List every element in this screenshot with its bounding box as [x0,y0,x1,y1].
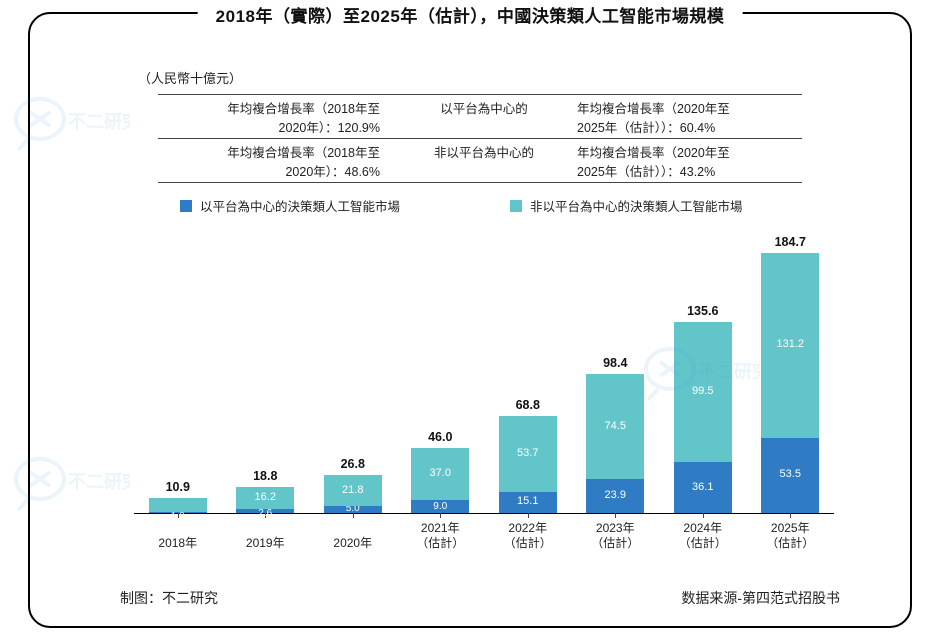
bar-group: 53.5131.2184.7 [761,253,819,513]
bar-value-label: 74.5 [586,420,644,432]
x-tick [703,513,704,518]
legend-item-nonplatform: 非以平台為中心的決策類人工智能市場 [510,196,743,215]
bar-segment-nonplatform: 37.0 [411,448,469,500]
svg-text:不二研究: 不二研究 [68,111,130,132]
bar-value-label: 99.5 [674,385,732,397]
bar-segment-nonplatform: 99.5 [674,322,732,462]
cagr-text: 2020年）：48.6% [160,163,380,182]
title-container: 2018年（實際）至2025年（估計），中國決策類人工智能市場規模 [198,2,743,27]
footer-credit: 制图：不二研究 [120,588,218,608]
bar-value-label: 2.6 [236,508,294,519]
cagr-right-nonplatform: 年均複合增長率（2020年至 2025年（估計））：43.2% [577,144,817,182]
y-axis-unit: （人民幣十億元） [138,68,242,87]
divider [158,182,802,183]
cagr-text: 2025年（估計））：60.4% [577,119,817,138]
cagr-text: 2020年）：120.9% [160,119,380,138]
x-axis-label: 2022年（估計） [488,521,568,552]
bar-value-label: 21.8 [324,484,382,496]
bar-segment-platform: 36.1 [674,462,732,513]
watermark-icon: 不二研究 [10,444,130,519]
bar-total-label: 135.6 [674,304,732,322]
cagr-left-platform: 年均複合增長率（2018年至 2020年）：120.9% [160,100,380,138]
bar-value-label: 53.5 [761,468,819,480]
bar-segment-nonplatform: 16.2 [236,487,294,510]
cagr-left-nonplatform: 年均複合增長率（2018年至 2020年）：48.6% [160,144,380,182]
legend-swatch-a [180,200,192,212]
x-axis-label: 2023年（估計） [575,521,655,552]
bar-value-label: 16.2 [236,491,294,503]
divider [158,138,802,139]
bar-value-label: 37.0 [411,467,469,479]
bar-segment-platform: 23.9 [586,479,644,513]
x-axis-label: 2025年（估計） [750,521,830,552]
bar-group: 23.974.598.4 [586,374,644,513]
watermark-icon: 不二研究 [10,84,130,159]
legend-label: 以平台為中心的決策類人工智能市場 [200,200,400,214]
bar-total-label: 184.7 [761,235,819,253]
cagr-mid-platform: 以平台為中心的 [424,100,544,119]
x-axis-label: 2021年（估計） [400,521,480,552]
cagr-text: 年均複合增長率（2020年至 [577,100,817,119]
bar-group: 5.05.021.826.8 [324,475,382,513]
bar-segment-nonplatform: 74.5 [586,374,644,479]
x-tick [440,513,441,518]
x-tick [528,513,529,518]
bar-value-label: 23.9 [586,489,644,501]
x-tick [790,513,791,518]
bar-total-label: 26.8 [324,457,382,475]
bar-segment-platform: 53.5 [761,438,819,513]
bar-total-label: 18.8 [236,469,294,487]
bar-value-label: 53.7 [499,447,557,459]
bar-chart: 2018年 1.01.09.910.9 2019年 2.62.6 16.2 18.8 202… [134,232,834,552]
bar-value-label: 131.2 [761,338,819,350]
chart-frame: 2018年（實際）至2025年（估計），中國決策類人工智能市場規模 （人民幣十億… [28,12,912,628]
legend-item-platform: 以平台為中心的決策類人工智能市場 [180,196,400,215]
bar-segment-platform: 5.05.0 [324,506,382,513]
bar-value-label: 15.1 [499,495,557,507]
bar-segment-nonplatform: 131.2 [761,253,819,438]
bar-segment-platform: 15.1 [499,492,557,513]
bar-segment-platform: 9.09.0 [411,500,469,513]
bar-group: 36.199.5135.6 [674,322,732,513]
cagr-right-platform: 年均複合增長率（2020年至 2025年（估計））：60.4% [577,100,817,138]
x-tick [615,513,616,518]
bar-total-label: 46.0 [411,430,469,448]
bar-total-label: 10.9 [149,480,207,498]
bar-segment-platform: 2.62.6 [236,509,294,513]
bar-value-label: 1.0 [149,511,207,522]
x-axis-label: 2024年（估計） [663,521,743,552]
bar-group: 1.01.09.910.9 [149,498,207,513]
bar-group: 2.62.616.218.8 [236,487,294,514]
bar-group: 15.153.768.8 [499,416,557,513]
bar-segment-nonplatform: 21.8 [324,475,382,506]
cagr-mid-nonplatform: 非以平台為中心的 [424,144,544,163]
bar-group: 9.09.037.046.0 [411,448,469,513]
bar-segment-nonplatform: 9.9 [149,498,207,512]
bar-total-label: 98.4 [586,356,644,374]
legend-label: 非以平台為中心的決策類人工智能市場 [530,200,743,214]
x-axis-label: 2018年 [138,536,218,552]
bar-segment-nonplatform: 53.7 [499,416,557,492]
legend: 以平台為中心的決策類人工智能市場 非以平台為中心的決策類人工智能市場 [180,196,743,215]
legend-swatch-b [510,200,522,212]
cagr-text: 2025年（估計））：43.2% [577,163,817,182]
bar-segment-platform: 1.01.0 [149,512,207,513]
x-axis-label: 2020年 [313,536,393,552]
divider [158,94,802,95]
chart-title: 2018年（實際）至2025年（估計），中國決策類人工智能市場規模 [216,7,725,26]
svg-text:不二研究: 不二研究 [68,471,130,492]
cagr-text: 年均複合增長率（2018年至 [160,144,380,163]
x-axis-label: 2019年 [225,536,305,552]
cagr-text: 年均複合增長率（2020年至 [577,144,817,163]
bar-value-label: 9.0 [411,501,469,512]
bar-value-label: 36.1 [674,481,732,493]
cagr-text: 年均複合增長率（2018年至 [160,100,380,119]
footer-source: 数据来源-第四范式招股书 [681,588,840,608]
bar-total-label: 68.8 [499,398,557,416]
